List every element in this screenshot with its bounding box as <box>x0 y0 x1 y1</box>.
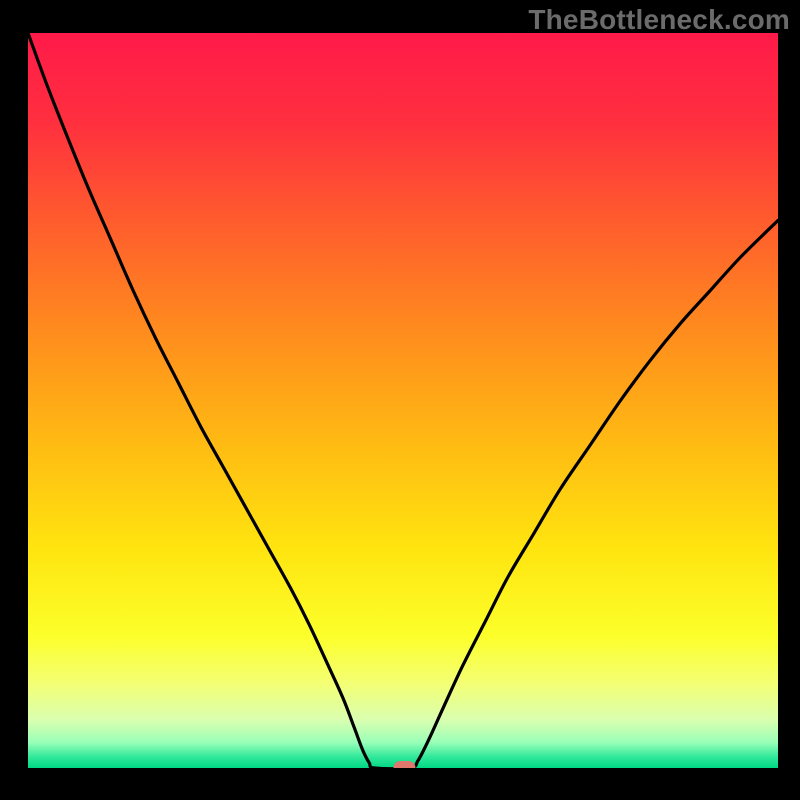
watermark-text: TheBottleneck.com <box>528 4 790 36</box>
gradient-background <box>28 33 778 768</box>
chart-frame <box>28 33 778 768</box>
bottleneck-curve-chart <box>28 33 778 768</box>
